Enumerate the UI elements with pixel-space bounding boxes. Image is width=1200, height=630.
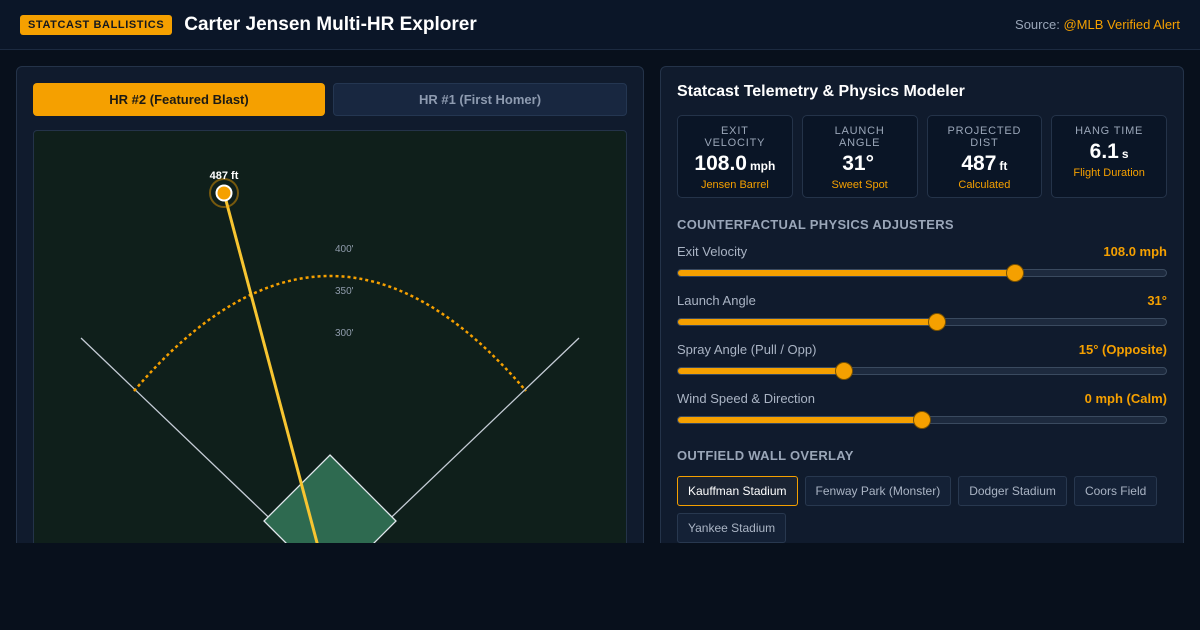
slider-fill <box>678 270 1015 276</box>
stadium-fenway[interactable]: Fenway Park (Monster) <box>804 476 952 506</box>
source-attribution: Source: @MLB Verified Alert <box>1015 17 1180 32</box>
wind-adjuster: Wind Speed & Direction 0 mph (Calm) <box>677 391 1167 428</box>
adjuster-value: 0 mph (Calm) <box>1084 391 1167 406</box>
spray-chart-panel: HR #2 (Featured Blast) HR #1 (First Home… <box>16 66 644 543</box>
spray-angle-slider[interactable] <box>677 363 1167 379</box>
spray-angle-adjuster: Spray Angle (Pull / Opp) 15° (Opposite) <box>677 342 1167 379</box>
metric-label: PROJECTED DIST <box>947 125 1022 149</box>
outfield-wall <box>133 274 527 392</box>
ball-trajectory <box>222 192 319 543</box>
exit-velocity-slider[interactable] <box>677 265 1167 281</box>
metric-number: 487 <box>961 152 997 175</box>
metric-unit: ft <box>999 159 1008 173</box>
metric-hang-time: HANG TIME 6.1 s Flight Duration <box>1051 115 1167 198</box>
launch-angle-slider[interactable] <box>677 314 1167 330</box>
metric-label: LAUNCH ANGLE <box>834 125 885 149</box>
slider-thumb[interactable] <box>835 363 852 379</box>
metric-value: 31° <box>803 152 917 178</box>
stadium-coors[interactable]: Coors Field <box>1073 476 1158 506</box>
landing-distance-label: 487 ft <box>210 170 239 182</box>
telemetry-title: Statcast Telemetry & Physics Modeler <box>677 83 965 100</box>
metric-projected-distance: PROJECTED DIST 487 ft Calculated <box>926 115 1043 198</box>
adjuster-value: 31° <box>1147 293 1167 308</box>
wall-overlay-heading: OUTFIELD WALL OVERLAY <box>677 448 854 463</box>
adjuster-label: Exit Velocity <box>677 244 748 259</box>
app-title: Carter Jensen Multi-HR Explorer <box>184 13 477 35</box>
main-viewport: HR #2 (Featured Blast) HR #1 (First Home… <box>0 50 1200 543</box>
adjuster-label: Wind Speed & Direction <box>677 391 816 406</box>
metric-caption: Flight Duration <box>1073 167 1145 179</box>
metric-value: 6.1 s <box>1052 140 1166 166</box>
telemetry-panel: Statcast Telemetry & Physics Modeler EXI… <box>660 66 1184 543</box>
slider-thumb[interactable] <box>928 314 945 330</box>
landing-halo <box>209 178 239 208</box>
source-link[interactable]: @MLB Verified Alert <box>1063 17 1180 32</box>
tab-hr-1[interactable]: HR #1 (First Homer) <box>333 83 627 116</box>
launch-angle-adjuster: Launch Angle 31° <box>677 293 1167 330</box>
metric-launch-angle: LAUNCH ANGLE 31° Sweet Spot <box>801 115 918 198</box>
slider-thumb[interactable] <box>914 412 930 428</box>
tab-hr-2[interactable]: HR #2 (Featured Blast) <box>33 83 325 116</box>
metric-label: EXIT VELOCITY <box>704 125 766 149</box>
wind-slider[interactable] <box>677 412 1167 428</box>
distance-marker-350: 350' <box>335 286 354 297</box>
app-badge: STATCAST BALLISTICS <box>20 14 173 35</box>
metric-caption: Jensen Barrel <box>700 179 769 191</box>
metric-number: 6.1 <box>1089 140 1119 163</box>
source-label: Source: <box>1015 17 1060 32</box>
adjuster-value: 15° (Opposite) <box>1078 342 1167 357</box>
stadium-dodger[interactable]: Dodger Stadium <box>958 476 1067 506</box>
slider-track <box>677 318 1167 326</box>
metric-caption: Calculated <box>958 179 1011 191</box>
distance-marker-300: 300' <box>335 328 354 339</box>
metric-label: HANG TIME <box>1075 125 1144 137</box>
homer-tabs: HR #2 (Featured Blast) HR #1 (First Home… <box>33 83 627 116</box>
metric-number: 31° <box>842 152 874 175</box>
metric-number: 108.0 <box>694 152 747 175</box>
slider-fill <box>678 417 922 423</box>
stadium-kauffman[interactable]: Kauffman Stadium <box>677 476 798 506</box>
adjuster-value: 108.0 mph <box>1103 244 1167 259</box>
distance-marker-400: 400' <box>335 244 354 255</box>
app-header: STATCAST BALLISTICS Carter Jensen Multi-… <box>0 0 1200 50</box>
adjuster-label: Spray Angle (Pull / Opp) <box>677 342 817 357</box>
slider-track <box>677 367 1167 375</box>
landing-marker[interactable] <box>215 184 233 202</box>
slider-fill <box>678 319 937 325</box>
metric-unit: mph <box>749 159 776 173</box>
metric-exit-velocity: EXIT VELOCITY 108.0 mph Jensen Barrel <box>677 115 793 198</box>
metric-unit: s <box>1121 147 1129 161</box>
slider-track <box>677 269 1167 277</box>
adjuster-label: Launch Angle <box>677 293 756 308</box>
metric-value: 108.0 mph <box>678 152 792 178</box>
metric-cards: EXIT VELOCITY 108.0 mph Jensen Barrel LAU… <box>677 115 1167 198</box>
spray-chart: 400' 350' 300' 487 ft <box>33 130 627 543</box>
stadium-yankee[interactable]: Yankee Stadium <box>677 513 787 543</box>
metric-caption: Sweet Spot <box>831 179 888 191</box>
stadium-selector: Kauffman Stadium Fenway Park (Monster) D… <box>677 476 1167 543</box>
infield-diamond <box>263 454 397 543</box>
adjusters-heading: COUNTERFACTUAL PHYSICS ADJUSTERS <box>677 217 954 232</box>
slider-thumb[interactable] <box>1007 265 1024 281</box>
slider-fill <box>678 368 844 374</box>
metric-value: 487 ft <box>928 152 1042 178</box>
field-svg: 400' 350' 300' 487 ft <box>80 170 580 543</box>
exit-velocity-adjuster: Exit Velocity 108.0 mph <box>677 244 1167 281</box>
